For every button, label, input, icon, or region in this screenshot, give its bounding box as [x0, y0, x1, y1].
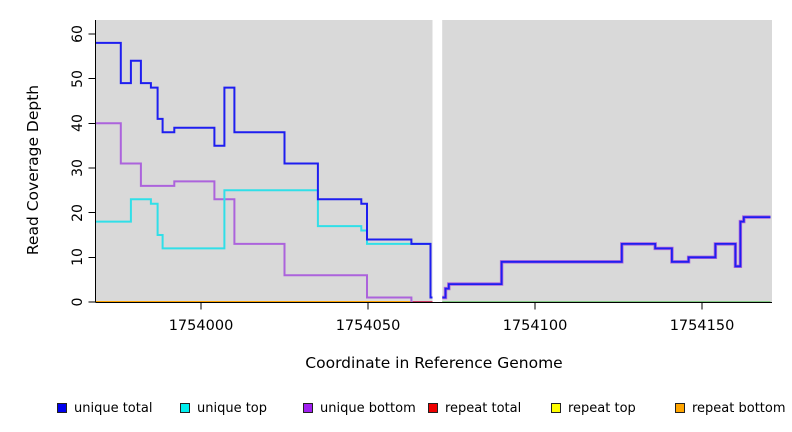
- x-tick-label: 1754000: [168, 318, 234, 334]
- y-tick-label: 0: [70, 297, 86, 307]
- x-tick-label: 1754150: [669, 318, 735, 334]
- legend-item-repeat-total: repeat total: [428, 400, 522, 416]
- series-line-unique-total: [95, 41, 433, 299]
- legend-item-repeat-top: repeat top: [551, 400, 636, 416]
- y-tick-label: 40: [70, 114, 86, 133]
- legend-swatch-icon: [428, 403, 438, 413]
- legend-swatch-icon: [551, 403, 561, 413]
- legend-label: unique bottom: [320, 400, 416, 416]
- no-coverage-gap: [432, 20, 443, 302]
- x-axis-title: Coordinate in Reference Genome: [305, 354, 563, 372]
- legend-item-unique-top: unique top: [180, 400, 268, 416]
- x-tick-label: 1754050: [335, 318, 401, 334]
- y-tick-label: 20: [70, 203, 86, 222]
- y-tick-label: 30: [70, 159, 86, 177]
- legend-swatch-icon: [180, 403, 190, 413]
- y-tick-label: 60: [70, 25, 86, 43]
- legend-label: unique top: [197, 400, 268, 416]
- legend-item-repeat-bottom: repeat bottom: [675, 400, 786, 416]
- legend-label: repeat bottom: [692, 400, 786, 416]
- legend-item-unique-bottom: unique bottom: [303, 400, 416, 416]
- legend-item-unique-total: unique total: [57, 400, 153, 416]
- legend-label: repeat total: [445, 400, 522, 416]
- y-axis-title: Read Coverage Depth: [24, 84, 42, 256]
- legend-swatch-icon: [675, 403, 685, 413]
- legend-swatch-icon: [57, 403, 67, 413]
- legend-label: repeat top: [568, 400, 636, 416]
- series-line-unique-top: [95, 189, 433, 299]
- x-tick-label: 1754100: [502, 318, 568, 334]
- series-line-unique-total: [442, 216, 771, 299]
- legend-label: unique total: [74, 400, 153, 416]
- y-tick-label: 50: [70, 69, 86, 88]
- legend-swatch-icon: [303, 403, 313, 413]
- y-tick-label: 10: [70, 248, 86, 267]
